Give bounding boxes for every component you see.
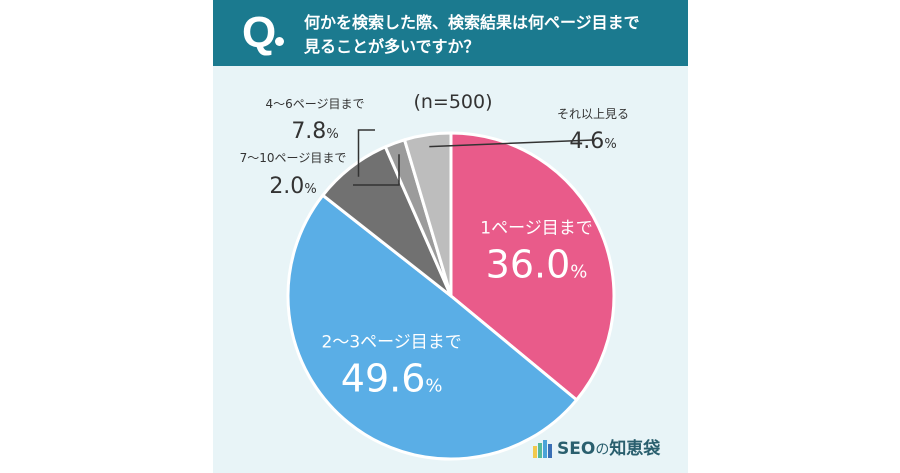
logo-text: SEOの知恵袋 — [557, 437, 660, 462]
leader-line-4 — [353, 154, 400, 186]
logo-bar-1 — [533, 446, 537, 458]
slice-value-2: 49.6% — [341, 357, 443, 401]
slice-value-3: 7.8% — [291, 119, 338, 144]
question-line-1: 何かを検索した際、検索結果は何ページ目まで — [304, 13, 640, 32]
slice-value-1: 36.0% — [486, 243, 588, 287]
question-header: Q 何かを検索した際、検索結果は何ページ目まで 見ることが多いですか？ — [213, 0, 688, 66]
slice-label-1: 1ページ目まで — [480, 219, 592, 239]
slice-value-4: 2.0% — [269, 174, 316, 199]
leader-line-3 — [357, 129, 375, 177]
pie-slice-2 — [286, 193, 579, 461]
slice-label-5: それ以上見る — [557, 107, 629, 121]
q-mark: Q — [242, 8, 276, 57]
logo-name-prefix: SEO — [557, 439, 596, 459]
survey-card: Q 何かを検索した際、検索結果は何ページ目まで 見ることが多いですか？ (n=5… — [213, 0, 688, 473]
slice-label-3: 4〜6ページ目まで — [265, 97, 364, 111]
logo-bar-2 — [538, 443, 542, 458]
slice-label-2: 2〜3ページ目まで — [322, 333, 462, 353]
logo-bar-4 — [548, 444, 552, 458]
logo-bars-icon — [533, 440, 553, 458]
q-dot-icon — [275, 37, 284, 46]
pie-chart: (n=500) 1ページ目まで 36.0% 2〜3ページ目まで 49.6% 4〜6ページ… — [240, 91, 629, 461]
leader-line-5 — [429, 139, 594, 148]
pie-slice-1 — [449, 131, 616, 402]
question-text: 何かを検索した際、検索結果は何ページ目まで 見ることが多いですか？ — [304, 11, 679, 59]
logo-bar-3 — [543, 440, 547, 458]
pie-slice-5 — [403, 131, 453, 298]
slice-label-4: 7〜10ページ目まで — [240, 151, 347, 165]
slice-value-5: 4.6% — [569, 129, 616, 154]
question-line-2: 見ることが多いですか？ — [304, 37, 480, 56]
chart-subtitle: (n=500) — [413, 91, 492, 113]
logo-name-suffix: 知恵袋 — [609, 439, 661, 459]
logo-name-particle: の — [595, 442, 610, 458]
